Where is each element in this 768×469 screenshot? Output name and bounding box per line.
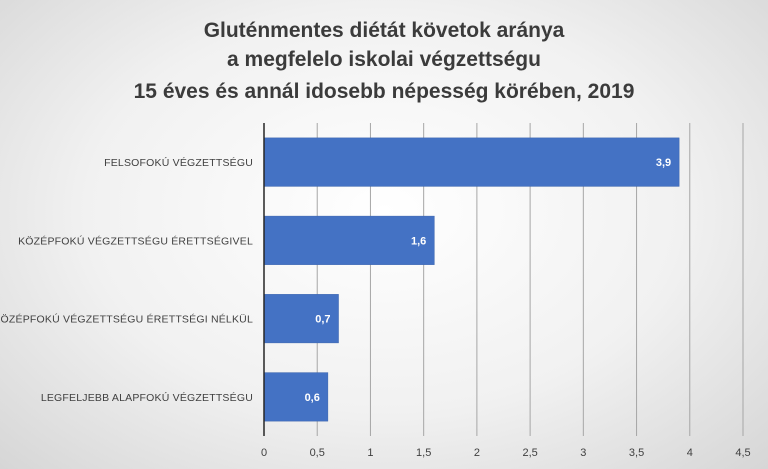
- x-tick-label: 4: [687, 447, 693, 459]
- bar: [263, 215, 435, 265]
- x-axis-tick-labels: 0 0,5 1 1,5 2 2,5 3 3,5 4 4,5: [261, 447, 751, 459]
- x-tick-label: 4,5: [735, 447, 750, 459]
- category-label: KÖZÉPFOKÚ VÉGZETTSÉGU ÉRETTSÉGI NÉLKÜL: [0, 313, 253, 326]
- chart-title-line-1: Gluténmentes diétát követok aránya: [204, 19, 565, 42]
- x-tick-label: 2,5: [522, 447, 537, 459]
- bar-data-label: 0,7: [315, 314, 330, 326]
- category-label: KÖZÉPFOKÚ VÉGZETTSÉGU ÉRETTSÉGIVEL: [18, 234, 253, 247]
- chart-title-line-2: a megfelelo iskolai végzettségu: [227, 48, 541, 71]
- bar: [263, 372, 329, 422]
- bar-data-label: 0,6: [305, 392, 320, 404]
- category-labels: FELSOFOKÚ VÉGZETTSÉGU KÖZÉPFOKÚ VÉGZETTSÉ…: [0, 156, 253, 404]
- x-tick-label: 1: [367, 447, 373, 459]
- x-tick-label: 0: [261, 447, 267, 459]
- x-tick-label: 3,5: [629, 447, 644, 459]
- bar: [263, 137, 680, 187]
- x-tick-label: 2: [474, 447, 480, 459]
- category-label: LEGFELJEBB ALAPFOKÚ VÉGZETTSÉGU: [41, 391, 253, 404]
- bar-data-label: 1,6: [411, 235, 426, 247]
- bar: [263, 294, 339, 344]
- x-tick-label: 1,5: [416, 447, 431, 459]
- x-tick-label: 3: [580, 447, 586, 459]
- bar-data-label: 3,9: [656, 157, 671, 169]
- category-label: FELSOFOKÚ VÉGZETTSÉGU: [104, 156, 253, 169]
- chart-title-line-3: 15 éves és annál idosebb népesség körébe…: [134, 80, 635, 103]
- chart-title: Gluténmentes diétát követok aránya a meg…: [134, 19, 635, 103]
- x-tick-label: 0,5: [310, 447, 325, 459]
- bars: 3,9 1,6 0,7 0,6: [263, 137, 680, 422]
